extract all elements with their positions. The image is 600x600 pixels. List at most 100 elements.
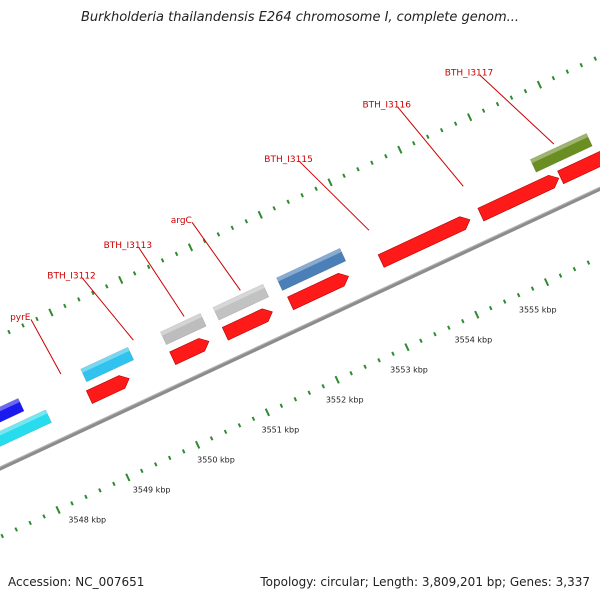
tick-mark — [55, 505, 61, 514]
tick-mark — [0, 533, 4, 539]
feature-blue-dark-shine — [0, 398, 20, 423]
tick-mark — [140, 468, 144, 474]
tick-mark — [342, 173, 346, 178]
feature-steelblue[interactable] — [276, 247, 347, 291]
cds-arrow[interactable] — [477, 172, 562, 222]
tick-mark — [98, 488, 102, 493]
tick-mark — [160, 258, 165, 263]
gene-label[interactable]: BTH_I3116 — [362, 100, 411, 110]
gene-label[interactable]: BTH_I3112 — [47, 272, 96, 282]
tick-mark — [91, 290, 95, 296]
tick-mark — [558, 273, 563, 278]
tick-mark — [488, 305, 493, 311]
gene-leader-line — [397, 106, 464, 187]
tick-mark — [35, 316, 39, 322]
tick-mark — [286, 199, 290, 205]
feature-skyblue[interactable] — [80, 346, 135, 383]
feature-steelblue-shine — [276, 248, 342, 282]
tick-mark — [593, 56, 597, 61]
scale-label: 3554 kbp — [455, 336, 493, 345]
cds-arrow[interactable] — [287, 270, 352, 311]
scale-label: 3550 kbp — [197, 456, 235, 465]
backbone-line — [0, 144, 600, 503]
tick-mark — [125, 473, 131, 482]
tick-mark — [28, 520, 32, 526]
tick-mark — [433, 331, 437, 337]
scale-label: 3552 kbp — [326, 396, 364, 405]
cds-arrow[interactable] — [221, 305, 275, 341]
tick-mark — [21, 323, 25, 328]
tick-mark — [384, 153, 388, 159]
tick-mark — [370, 160, 374, 165]
tick-mark — [377, 357, 381, 363]
feature-blue-dark[interactable] — [0, 397, 25, 432]
tick-mark — [63, 303, 67, 309]
feature-olive-shine — [530, 133, 589, 164]
tick-mark — [334, 375, 340, 384]
gene-label[interactable]: argC — [171, 216, 192, 226]
tick-mark — [77, 297, 81, 302]
feature-gray-2-shine — [213, 284, 265, 312]
gene-leader-line — [81, 277, 134, 341]
gene-leader-line — [298, 160, 370, 231]
feature-olive[interactable] — [529, 132, 593, 173]
tick-mark — [223, 429, 228, 435]
tick-mark — [187, 243, 194, 252]
tick-mark — [174, 251, 179, 257]
tick-mark — [132, 271, 137, 276]
cds-arrow[interactable] — [85, 372, 132, 404]
scale-label: 3555 kbp — [519, 306, 557, 315]
feature-track — [0, 132, 593, 448]
gene-label[interactable]: BTH_I3113 — [104, 241, 153, 251]
tick-mark — [307, 390, 312, 396]
feature-gray-1-shine — [160, 313, 203, 336]
tick-mark — [474, 310, 480, 319]
tick-mark — [586, 260, 591, 265]
tick-mark — [272, 206, 276, 211]
cds-track — [85, 146, 600, 404]
feature-gray-1[interactable] — [160, 312, 207, 346]
tick-mark — [419, 338, 423, 343]
tick-mark — [195, 440, 201, 449]
cds-arrow[interactable] — [377, 213, 473, 268]
tick-mark — [104, 284, 109, 289]
feature-skyblue-shine — [80, 347, 130, 373]
tick-mark — [572, 266, 577, 272]
tick-mark — [314, 186, 318, 192]
gene-label[interactable]: BTH_I3117 — [445, 69, 494, 79]
gene-label[interactable]: BTH_I3115 — [264, 155, 313, 165]
tick-mark — [565, 69, 570, 74]
tick-mark — [536, 80, 543, 89]
gene-label[interactable]: pyrE — [10, 313, 31, 323]
tick-mark — [146, 264, 151, 270]
tick-mark — [112, 481, 116, 487]
tick-mark — [7, 329, 11, 335]
tick-mark — [257, 210, 263, 219]
cds-arrow[interactable] — [557, 146, 600, 185]
tick-mark — [495, 101, 500, 107]
tick-mark — [502, 299, 507, 304]
tick-mark — [530, 286, 535, 291]
tick-mark — [70, 501, 74, 506]
tick-mark — [412, 140, 416, 146]
tick-mark — [216, 232, 221, 237]
feature-cyan[interactable] — [0, 409, 52, 448]
feature-cyan-shine — [0, 409, 48, 438]
tick-mark — [279, 403, 284, 409]
tick-mark — [327, 178, 333, 187]
tick-mark — [467, 113, 473, 122]
gene-leader-line — [138, 246, 185, 317]
tick-mark — [293, 397, 298, 402]
tick-mark — [14, 527, 18, 532]
tick-mark — [447, 325, 451, 330]
tick-mark — [42, 514, 46, 519]
tick-mark — [230, 225, 235, 231]
backbone-highlight — [0, 144, 600, 501]
tick-mark — [439, 127, 444, 133]
accession-text: Accession: NC_007651 — [8, 575, 145, 589]
cds-arrow[interactable] — [169, 335, 212, 366]
scale-label: 3551 kbp — [261, 426, 299, 435]
feature-gray-2[interactable] — [212, 283, 270, 321]
map-title: Burkholderia thailandensis E264 chromoso… — [80, 10, 520, 25]
